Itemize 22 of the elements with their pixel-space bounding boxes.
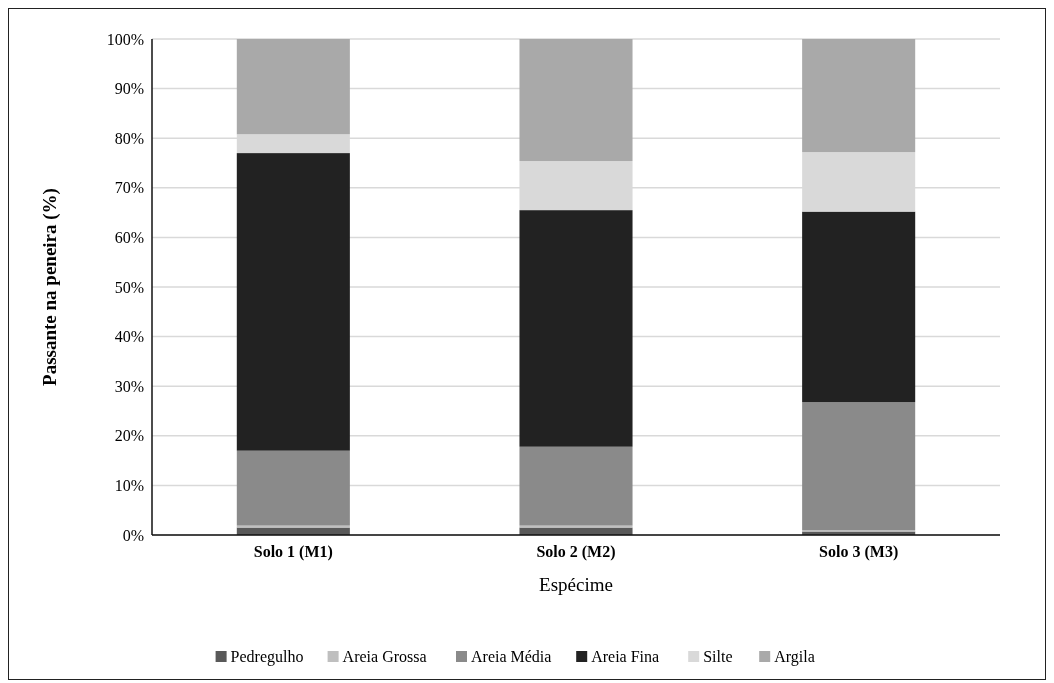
y-tick-label: 50%	[114, 278, 144, 296]
y-tick-label: 70%	[114, 179, 144, 197]
y-axis-title: Passante na peneira (%)	[39, 188, 61, 386]
legend-label: Silte	[703, 648, 733, 665]
y-tick-label: 100%	[106, 30, 144, 48]
y-tick-label: 0%	[122, 526, 144, 544]
x-tick-label: Solo 2 (M2)	[536, 543, 616, 561]
legend-label: Areia Média	[471, 648, 552, 665]
x-axis-title: Espécime	[539, 574, 613, 595]
y-tick-label: 60%	[114, 229, 144, 246]
y-tick-label: 30%	[114, 377, 144, 395]
legend-label: Areia Fina	[591, 648, 660, 665]
x-tick-label: Solo 1 (M1)	[253, 543, 333, 561]
legend-label: Argila	[774, 648, 815, 666]
y-tick-label: 20%	[114, 427, 144, 445]
y-tick-label: 90%	[114, 80, 144, 98]
y-tick-label: 40%	[114, 328, 144, 346]
legend-label: Areia Grossa	[342, 648, 427, 665]
y-tick-label: 10%	[114, 477, 144, 494]
x-tick-label: Solo 3 (M3)	[819, 543, 899, 561]
y-tick-label: 80%	[114, 129, 144, 147]
legend-label: Pedregulho	[230, 648, 304, 666]
